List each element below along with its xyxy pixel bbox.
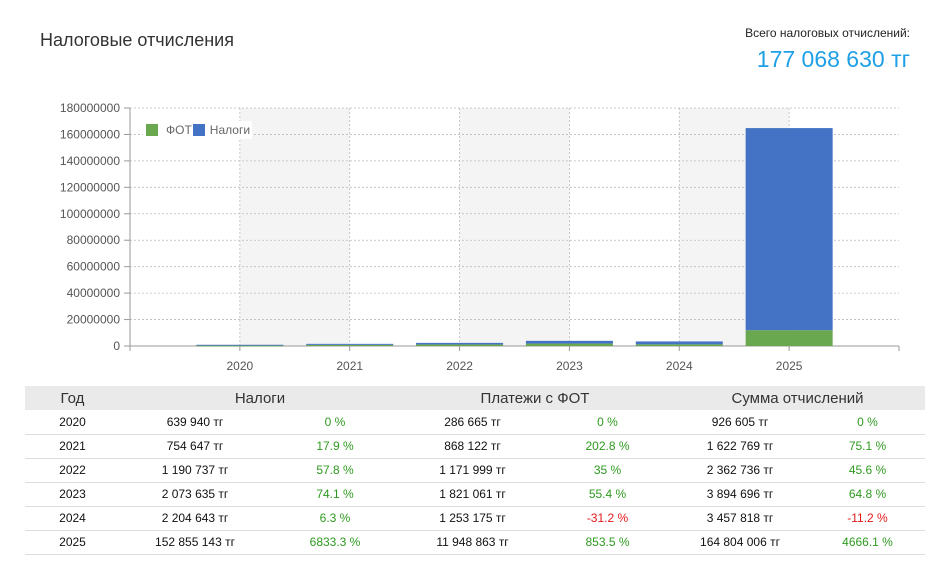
cell-year: 2022 xyxy=(25,458,120,483)
bar-fot-2025 xyxy=(745,330,833,346)
plot-band xyxy=(130,108,240,346)
cell-taxes-pct: 6.3 % xyxy=(270,506,400,531)
header-taxes: Налоги xyxy=(120,386,400,410)
cell-sum-pct: -11.2 % xyxy=(810,506,925,531)
cell-fot-pct: 0 % xyxy=(545,410,670,435)
cell-sum-pct: 45.6 % xyxy=(810,458,925,483)
cell-sum: 3 457 818 тг xyxy=(670,506,810,531)
bar-taxes-2022 xyxy=(416,342,504,345)
y-tick-label: 60000000 xyxy=(67,260,121,274)
cell-taxes-pct: 57.8 % xyxy=(270,458,400,483)
bar-taxes-2024 xyxy=(635,341,723,345)
cell-taxes-pct: 17.9 % xyxy=(270,434,400,459)
bar-taxes-2023 xyxy=(525,340,613,344)
cell-year: 2023 xyxy=(25,482,120,507)
cell-taxes-pct: 6833.3 % xyxy=(270,530,400,555)
table-row: 2025 152 855 143 тг 6833.3 % 11 948 863 тг 8… xyxy=(25,530,925,555)
cell-fot: 1 253 175 тг xyxy=(400,506,545,531)
header-sum: Сумма отчислений xyxy=(670,386,925,410)
cell-taxes-pct: 74.1 % xyxy=(270,482,400,507)
cell-fot-pct: 55.4 % xyxy=(545,482,670,507)
tax-chart: 0 20000000 40000000 60000000 80000000 1000000… xyxy=(60,101,900,373)
y-tick-label: 80000000 xyxy=(67,233,121,247)
cell-year: 2021 xyxy=(25,434,120,459)
y-tick-label: 160000000 xyxy=(60,127,120,141)
cell-taxes: 152 855 143 тг xyxy=(120,530,270,555)
cell-fot: 11 948 863 тг xyxy=(400,530,545,555)
cell-taxes-pct: 0 % xyxy=(270,410,400,435)
legend-swatch-fot xyxy=(146,124,158,136)
plot-band xyxy=(239,108,350,346)
cell-taxes: 754 647 тг xyxy=(120,434,270,459)
cell-fot-pct: 35 % xyxy=(545,458,670,483)
plot-band xyxy=(569,108,680,346)
table-row: 2024 2 204 643 тг 6.3 % 1 253 175 тг -31.2 %… xyxy=(25,506,925,531)
y-tick-label: 100000000 xyxy=(60,207,120,221)
cell-sum: 926 605 тг xyxy=(670,410,810,435)
table-row: 2022 1 190 737 тг 57.8 % 1 171 999 тг 35 % 2 … xyxy=(25,458,925,483)
cell-year: 2020 xyxy=(25,410,120,435)
cell-sum-pct: 0 % xyxy=(810,410,925,435)
cell-year: 2024 xyxy=(25,506,120,531)
cell-fot: 1 821 061 тг xyxy=(400,482,545,507)
cell-year: 2025 xyxy=(25,530,120,555)
table-row: 2021 754 647 тг 17.9 % 868 122 тг 202.8 % 1 6… xyxy=(25,434,925,459)
cell-fot: 1 171 999 тг xyxy=(400,458,545,483)
header-year: Год xyxy=(25,386,120,410)
total-value: 177 068 630 тг xyxy=(756,46,910,72)
cell-taxes: 639 940 тг xyxy=(120,410,270,435)
y-tick-label: 20000000 xyxy=(67,313,121,327)
cell-sum: 1 622 769 тг xyxy=(670,434,810,459)
bar-taxes-2025 xyxy=(745,128,833,331)
plot-band xyxy=(349,108,460,346)
legend-item-taxes[interactable]: Налоги xyxy=(192,123,250,137)
x-tick-label: 2023 xyxy=(556,359,583,373)
table-header-row: Год Налоги Платежи с ФОТ Сумма отчислени… xyxy=(25,386,925,410)
y-tick-label: 40000000 xyxy=(67,286,121,300)
x-tick-label: 2021 xyxy=(336,359,363,373)
cell-fot-pct: -31.2 % xyxy=(545,506,670,531)
cell-sum-pct: 64.8 % xyxy=(810,482,925,507)
bar-fot-2021 xyxy=(306,344,394,346)
bar-fot-2022 xyxy=(416,344,504,346)
y-tick-label: 140000000 xyxy=(60,154,120,168)
cell-taxes: 2 073 635 тг xyxy=(120,482,270,507)
cell-sum: 3 894 696 тг xyxy=(670,482,810,507)
bar-taxes-2020 xyxy=(196,344,284,346)
cell-taxes: 2 204 643 тг xyxy=(120,506,270,531)
y-tick-label: 120000000 xyxy=(60,180,120,194)
legend-label-fot: ФОТ xyxy=(166,123,192,137)
page-title: Налоговые отчисления xyxy=(40,30,234,50)
total-label: Всего налоговых отчислений: xyxy=(745,26,910,40)
x-tick-label: 2025 xyxy=(776,359,803,373)
cell-fot-pct: 853.5 % xyxy=(545,530,670,555)
table-row: 2020 639 940 тг 0 % 286 665 тг 0 % 926 605 тг… xyxy=(25,410,925,435)
table-row: 2023 2 073 635 тг 74.1 % 1 821 061 тг 55.4 %… xyxy=(25,482,925,507)
legend-swatch-taxes xyxy=(192,124,205,136)
bar-fot-2023 xyxy=(525,343,613,346)
cell-fot: 286 665 тг xyxy=(400,410,545,435)
x-tick-label: 2022 xyxy=(446,359,473,373)
cell-sum: 2 362 736 тг xyxy=(670,458,810,483)
cell-sum: 164 804 006 тг xyxy=(670,530,810,555)
x-tick-label: 2024 xyxy=(666,359,693,373)
header-fot: Платежи с ФОТ xyxy=(400,386,670,410)
bar-fot-2024 xyxy=(635,344,723,346)
legend-item-fot[interactable]: ФОТ xyxy=(146,123,192,137)
chart-legend: ФОТ Налоги xyxy=(143,121,253,139)
x-tick-label: 2020 xyxy=(227,359,254,373)
y-tick-label: 0 xyxy=(113,339,120,353)
legend-label-taxes: Налоги xyxy=(209,123,251,137)
cell-sum-pct: 75.1 % xyxy=(810,434,925,459)
bar-taxes-2021 xyxy=(306,343,394,345)
cell-sum-pct: 4666.1 % xyxy=(810,530,925,555)
cell-fot: 868 122 тг xyxy=(400,434,545,459)
y-tick-label: 180000000 xyxy=(60,101,120,115)
cell-fot-pct: 202.8 % xyxy=(545,434,670,459)
plot-band xyxy=(459,108,570,346)
cell-taxes: 1 190 737 тг xyxy=(120,458,270,483)
tax-table: Год Налоги Платежи с ФОТ Сумма отчислени… xyxy=(25,386,925,555)
